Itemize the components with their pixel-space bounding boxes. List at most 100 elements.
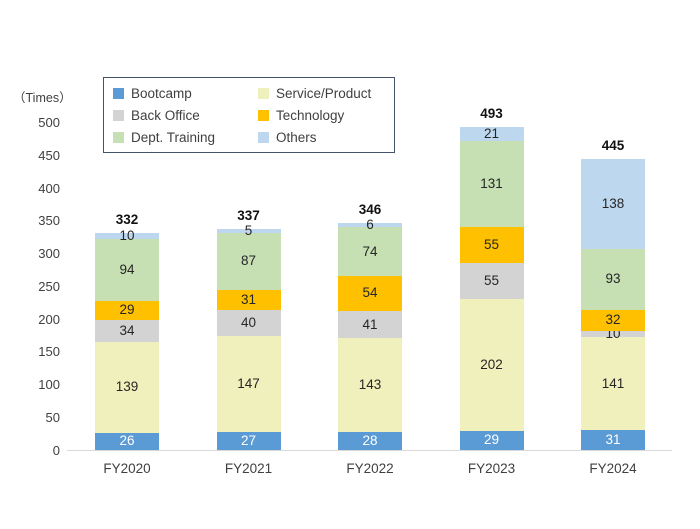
bar-total-label: 493	[480, 106, 503, 122]
bar-segment-technology: 55	[459, 226, 524, 263]
segment-value-label: 29	[483, 432, 500, 448]
legend-label: Service/Product	[276, 85, 372, 101]
legend-color-swatch	[113, 87, 124, 99]
bar-segment-others: 5	[216, 223, 281, 237]
y-axis-tick-label: 450	[38, 147, 60, 163]
segment-value-label: 32	[605, 312, 621, 328]
segment-value-label: 54	[362, 285, 378, 301]
bar-segment-back-office: 10	[581, 327, 645, 341]
bar-segment-service-product: 147	[216, 336, 281, 433]
segment-value-label: 21	[483, 125, 500, 141]
bar-total-label: 346	[358, 202, 382, 218]
segment-value-label: 10	[119, 227, 135, 243]
segment-value-label: 141	[601, 375, 625, 391]
segment-value-label: 5	[244, 222, 253, 238]
y-axis-tick-label: 100	[38, 377, 60, 392]
bar-segment-technology: 32	[581, 309, 645, 331]
bar-segment-dept-training: 131	[459, 140, 524, 227]
bar-total-label: 332	[115, 211, 139, 227]
segment-value-label: 55	[483, 272, 500, 288]
legend-color-swatch	[258, 131, 269, 143]
segment-value-label: 27	[240, 433, 257, 449]
segment-value-label: 28	[362, 432, 378, 448]
y-axis-tick-label: 350	[38, 213, 60, 229]
legend-color-swatch	[113, 109, 124, 121]
bar-segment-service-product: 202	[459, 298, 524, 431]
bar-segment-back-office: 41	[338, 311, 402, 338]
segment-value-label: 143	[358, 376, 382, 392]
segment-value-label: 31	[240, 291, 257, 307]
segment-value-label: 55	[483, 236, 500, 252]
y-axis-tick-label: 400	[38, 180, 60, 196]
bar-segment-back-office: 40	[216, 309, 281, 337]
bar-segment-technology: 31	[216, 289, 281, 310]
segment-value-label: 74	[362, 243, 378, 259]
y-axis-tick-label: 250	[38, 278, 60, 294]
y-axis-tick-label: 200	[38, 311, 60, 327]
bar-segment-dept-training: 94	[95, 239, 159, 301]
bar-segment-others: 6	[338, 218, 402, 232]
y-axis-tick-label: 0	[52, 442, 60, 458]
segment-value-label: 94	[119, 261, 135, 277]
y-axis-tick-label: 300	[38, 246, 60, 261]
legend-color-swatch	[113, 131, 124, 143]
bar-segment-bootcamp: 31	[581, 429, 645, 450]
legend-label: Dept. Training	[131, 129, 216, 145]
bar-segment-service-product: 141	[581, 337, 645, 430]
bar-segment-bootcamp: 27	[216, 432, 281, 450]
x-axis-category-label: FY2021	[224, 461, 273, 476]
segment-value-label: 93	[605, 271, 621, 287]
segment-value-label: 131	[480, 175, 503, 191]
segment-value-label: 139	[115, 379, 139, 395]
segment-value-label: 34	[119, 322, 135, 338]
legend-label: Bootcamp	[131, 85, 192, 101]
segment-value-label: 202	[480, 356, 503, 372]
bar-segment-service-product: 139	[95, 341, 159, 433]
legend-item-bootcamp: Bootcamp	[113, 85, 258, 102]
legend-item-others: Others	[258, 129, 394, 146]
segment-value-label: 31	[605, 431, 621, 447]
legend-item-technology: Technology	[258, 107, 394, 124]
bar-total-label: 445	[601, 137, 625, 153]
bar-segment-dept-training: 74	[338, 227, 402, 276]
bar-total-label: 337	[237, 208, 260, 224]
segment-value-label: 40	[240, 314, 257, 330]
bar-segment-others: 138	[581, 158, 645, 249]
bar-segment-technology: 29	[95, 300, 159, 320]
bar-segment-others: 10	[95, 228, 159, 242]
legend-label: Technology	[276, 107, 345, 123]
legend: Bootcamp Service/Product Back Office Techno…	[103, 77, 395, 153]
legend-color-swatch	[258, 109, 269, 121]
legend-label: Others	[276, 129, 317, 145]
x-axis-category-label: FY2024	[589, 461, 637, 476]
bar-segment-bootcamp: 28	[338, 431, 402, 450]
bar-segment-bootcamp: 29	[459, 431, 524, 450]
segment-value-label: 41	[362, 316, 378, 332]
x-axis-category-label: FY2022	[346, 461, 394, 476]
x-axis-category-label: FY2020	[103, 461, 151, 476]
bar-segment-bootcamp: 26	[95, 432, 159, 450]
legend-label: Back Office	[131, 107, 200, 123]
x-axis-line	[67, 450, 672, 451]
y-axis-tick-label: 50	[45, 409, 60, 425]
bar-segment-service-product: 143	[338, 337, 402, 432]
legend-item-back-office: Back Office	[113, 107, 258, 124]
y-axis-tick-label: 500	[38, 115, 60, 130]
y-axis-unit-label: （Times）	[13, 91, 72, 105]
legend-item-dept-training: Dept. Training	[113, 129, 258, 146]
legend-item-service-product: Service/Product	[258, 85, 394, 102]
bar-segment-back-office: 34	[95, 319, 159, 342]
bar-segment-dept-training: 87	[216, 232, 281, 290]
bar-segment-back-office: 55	[459, 262, 524, 299]
bar-segment-dept-training: 93	[581, 248, 645, 310]
x-axis-category-label: FY2023	[467, 461, 516, 476]
bar-segment-others: 21	[459, 125, 524, 141]
segment-value-label: 26	[119, 433, 135, 449]
bar-segment-technology: 54	[338, 275, 402, 312]
segment-value-label: 138	[601, 195, 625, 211]
y-axis-tick-label: 150	[38, 344, 60, 360]
legend-color-swatch	[258, 87, 269, 99]
segment-value-label: 29	[119, 302, 135, 318]
segment-value-label: 87	[240, 253, 257, 269]
